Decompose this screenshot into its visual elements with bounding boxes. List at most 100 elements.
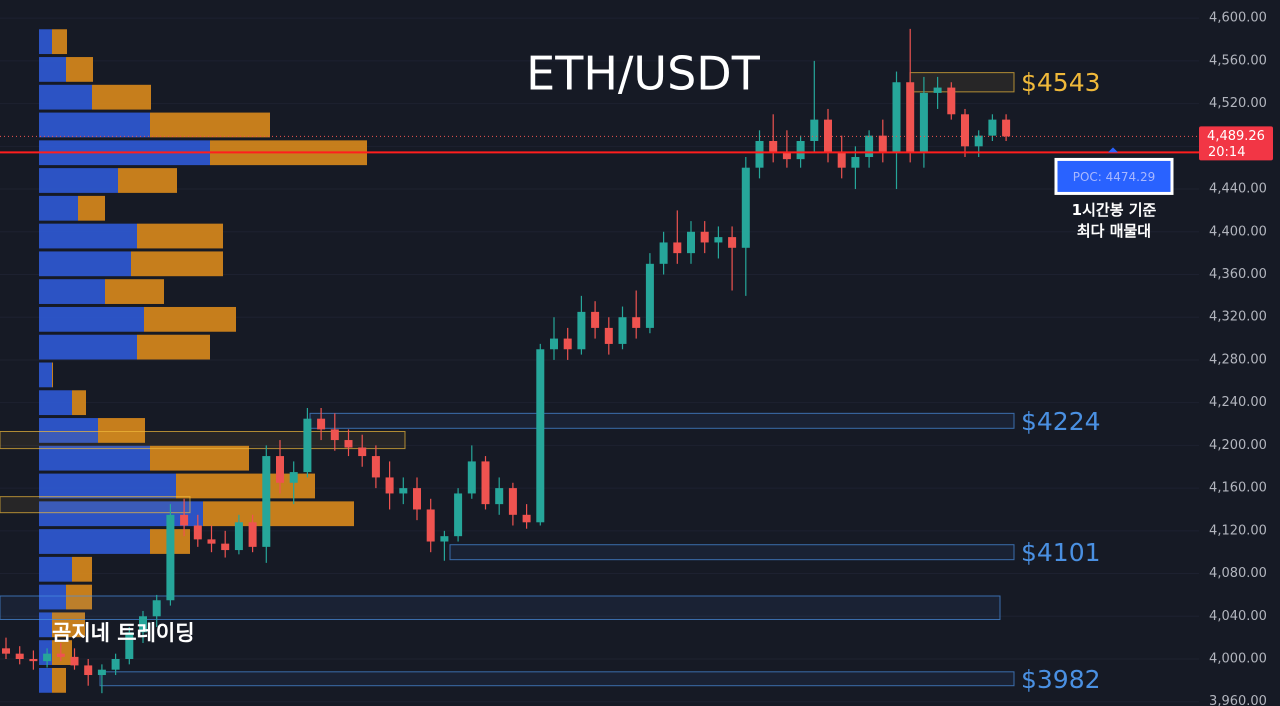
profile-sell (92, 84, 151, 110)
candle-body (385, 477, 394, 494)
candle-body (508, 488, 517, 515)
profile-buy (39, 473, 176, 499)
candle-body (536, 349, 545, 523)
poc-label: POC: 4474.29 (1073, 170, 1156, 184)
candle-body (70, 656, 79, 666)
candle-body (413, 488, 421, 510)
candle-body (426, 509, 435, 542)
profile-sell (105, 279, 164, 304)
candle-body (892, 82, 901, 152)
candle-body (659, 242, 668, 264)
profile-sell (144, 306, 236, 332)
profile-sell (150, 112, 270, 138)
profile-sell (131, 251, 223, 277)
y-tick-label: 4,440.00 (1209, 182, 1267, 197)
candle-body (84, 665, 93, 676)
profile-buy (39, 612, 52, 638)
y-tick-label: 4,000.00 (1209, 652, 1267, 667)
zone-label: $3982 (1021, 665, 1101, 694)
profile-buy (39, 168, 118, 193)
candle-body (481, 461, 490, 505)
y-tick-label: 4,560.00 (1209, 53, 1267, 68)
price-zone (0, 431, 406, 450)
chart-title: ETH/USDT (526, 47, 761, 101)
candle-body (180, 514, 189, 526)
candle-body (358, 447, 367, 457)
candle-body (700, 231, 709, 243)
candle-body (2, 648, 10, 654)
poc-note: 1시간봉 기준 (1072, 201, 1157, 219)
candle-body (234, 522, 243, 551)
candle-body (193, 525, 202, 540)
candle-body (673, 242, 682, 254)
y-tick-label: 4,160.00 (1209, 481, 1267, 496)
candle-body (550, 338, 558, 350)
candle-body (139, 616, 147, 633)
zone-label: $4224 (1021, 407, 1101, 436)
candle-body (824, 119, 832, 152)
candle-body (577, 311, 586, 350)
candle-body (262, 456, 271, 547)
candle-body (111, 659, 120, 670)
candle-body (782, 151, 791, 160)
candle-body (769, 140, 778, 152)
y-tick-label: 4,120.00 (1209, 523, 1267, 538)
price-axis-bg (1199, 0, 1280, 706)
candle-body (248, 522, 257, 547)
candle-body (522, 514, 531, 523)
candle-body (687, 231, 695, 254)
profile-sell (72, 390, 86, 416)
candle-body (796, 140, 805, 160)
profile-buy (39, 640, 52, 665)
price-zone (0, 595, 1001, 620)
candle-body (207, 539, 216, 544)
profile-buy (39, 362, 52, 388)
y-tick-label: 4,240.00 (1209, 395, 1267, 410)
profile-buy (39, 57, 66, 82)
candle-body (618, 317, 627, 344)
profile-buy (39, 556, 72, 582)
profile-sell (52, 29, 67, 55)
candle-body (604, 327, 613, 344)
profile-buy (39, 251, 131, 277)
profile-buy (39, 445, 150, 471)
candle-body (317, 418, 326, 430)
candle-body (851, 157, 860, 168)
candle-body (152, 600, 161, 617)
last-price-label: 4,489.26 (1207, 129, 1265, 144)
candle-body (166, 514, 175, 601)
profile-buy (39, 84, 92, 110)
profile-buy (39, 418, 98, 443)
candle-body (563, 338, 572, 350)
y-tick-label: 4,520.00 (1209, 96, 1267, 111)
profile-buy (39, 529, 150, 554)
profile-sell (78, 195, 105, 221)
candle-body (947, 87, 956, 115)
profile-buy (39, 29, 52, 55)
profile-sell (137, 334, 210, 360)
profile-buy (39, 667, 52, 693)
watermark: 곰지네 트레이딩 (52, 621, 195, 645)
profile-sell (66, 57, 93, 82)
candle-body (344, 440, 353, 448)
last-price-tag (1199, 126, 1273, 161)
zone-label: $4101 (1021, 538, 1101, 567)
timer-label: 20:14 (1208, 145, 1245, 160)
candle-body (97, 669, 106, 676)
price-zone (309, 412, 1015, 429)
candle-body (865, 135, 874, 158)
candle-body (810, 119, 819, 141)
candle-body (878, 135, 887, 152)
profile-sell (52, 362, 53, 388)
profile-sell (98, 418, 145, 443)
price-zone (909, 72, 1015, 93)
candle-body (837, 151, 846, 168)
profile-buy (39, 334, 137, 360)
y-tick-label: 4,400.00 (1209, 224, 1267, 239)
candle-body (399, 488, 408, 494)
candle-body (125, 632, 134, 660)
candle-body (330, 429, 339, 441)
candle-body (632, 317, 641, 328)
profile-sell (52, 667, 66, 693)
candle-body (440, 536, 449, 542)
